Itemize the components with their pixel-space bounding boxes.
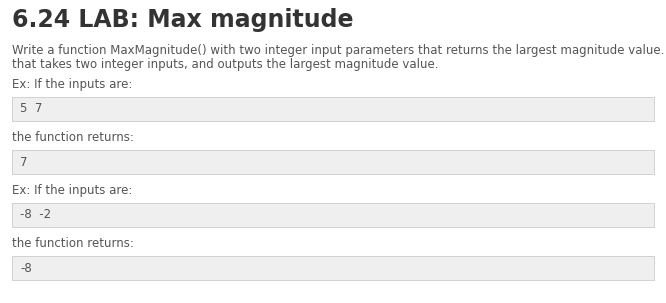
Text: that takes two integer inputs, and outputs the largest magnitude value.: that takes two integer inputs, and outpu… bbox=[12, 58, 438, 71]
FancyBboxPatch shape bbox=[12, 256, 654, 280]
FancyBboxPatch shape bbox=[12, 203, 654, 227]
Text: Ex: If the inputs are:: Ex: If the inputs are: bbox=[12, 184, 133, 197]
Text: 7: 7 bbox=[20, 155, 27, 168]
Text: -8  -2: -8 -2 bbox=[20, 208, 51, 221]
Text: 5  7: 5 7 bbox=[20, 102, 43, 115]
Text: -8: -8 bbox=[20, 261, 32, 275]
FancyBboxPatch shape bbox=[12, 150, 654, 174]
Text: Ex: If the inputs are:: Ex: If the inputs are: bbox=[12, 78, 133, 91]
Text: Write a function MaxMagnitude() with two integer input parameters that returns t: Write a function MaxMagnitude() with two… bbox=[12, 44, 666, 57]
Text: the function returns:: the function returns: bbox=[12, 131, 134, 144]
FancyBboxPatch shape bbox=[12, 97, 654, 121]
Text: the function returns:: the function returns: bbox=[12, 237, 134, 250]
Text: 6.24 LAB: Max magnitude: 6.24 LAB: Max magnitude bbox=[12, 8, 354, 32]
